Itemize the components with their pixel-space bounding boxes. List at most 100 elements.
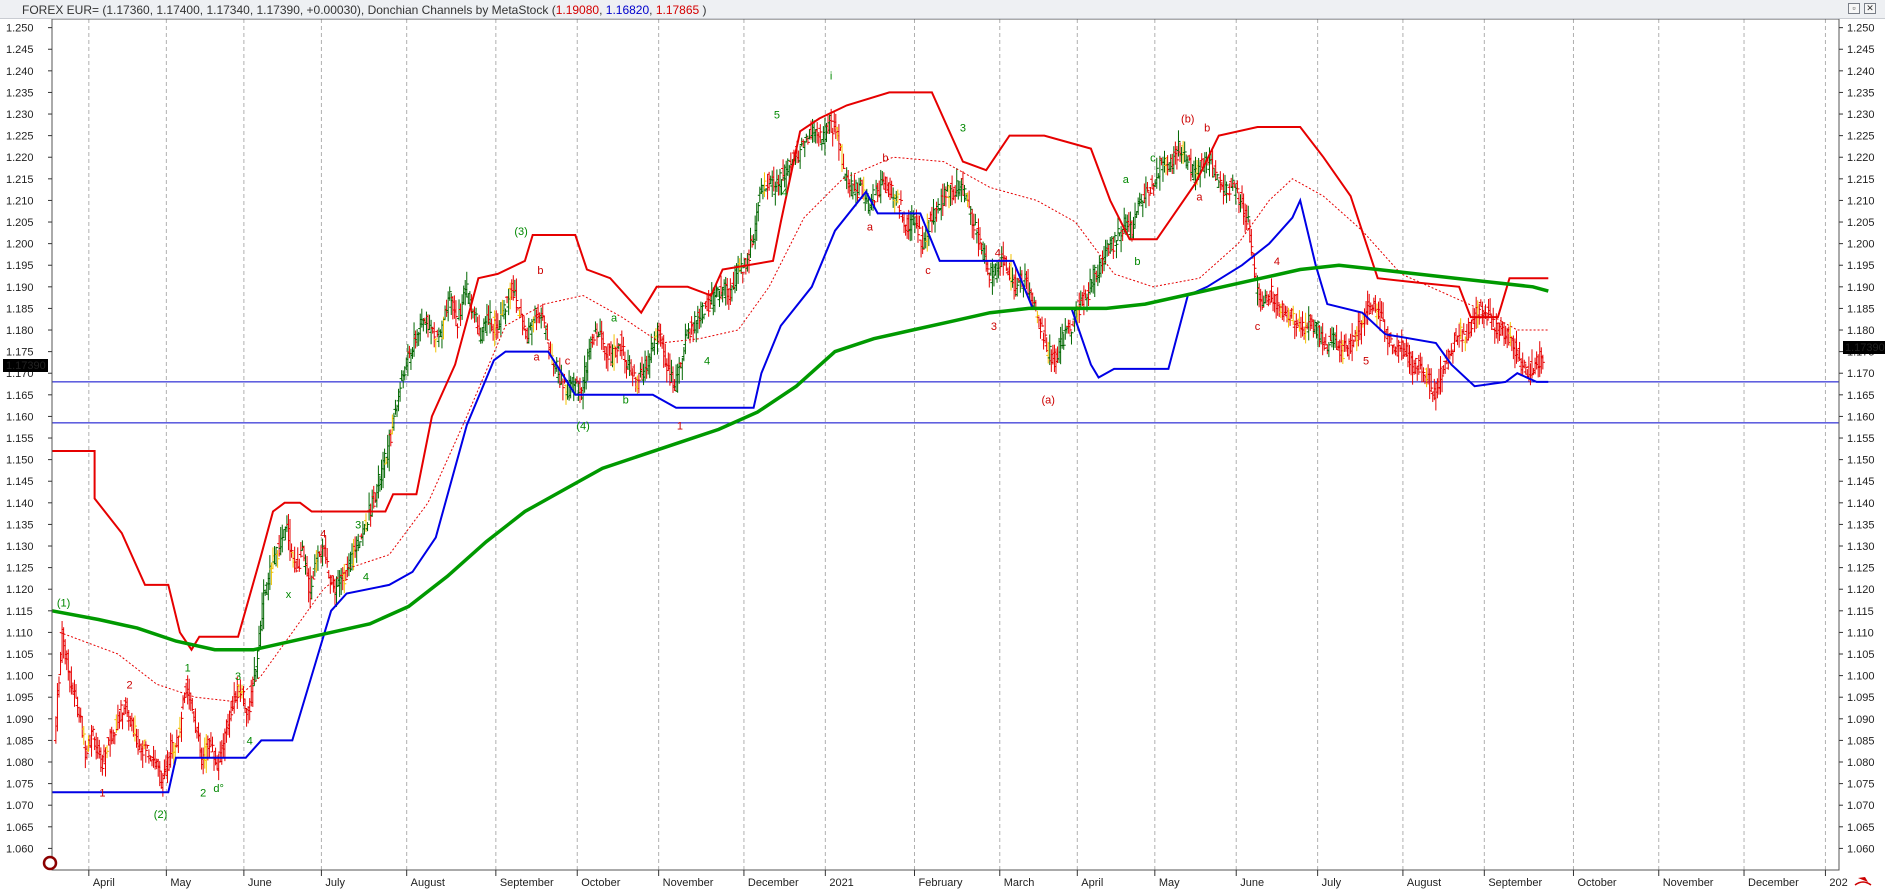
y-tick-label: 1.205 bbox=[6, 217, 34, 229]
y-tick-label: 1.155 bbox=[1847, 433, 1875, 445]
grid-lines bbox=[88, 19, 1826, 870]
y-tick-label: 1.145 bbox=[1847, 476, 1875, 488]
wave-label: b bbox=[537, 265, 543, 277]
y-tick-label: 1.105 bbox=[1847, 649, 1875, 661]
x-tick-label: 202 bbox=[1829, 877, 1847, 889]
y-tick-label: 1.185 bbox=[6, 303, 34, 315]
price-badge-right-text: 1.17390 bbox=[1845, 342, 1885, 354]
wave-label: 4 bbox=[995, 248, 1001, 260]
y-tick-label: 1.060 bbox=[1847, 843, 1875, 855]
y-tick-label: 1.210 bbox=[1847, 195, 1875, 207]
y-tick-label: 1.135 bbox=[1847, 519, 1875, 531]
y-tick-label: 1.220 bbox=[6, 152, 34, 164]
y-tick-label: 1.085 bbox=[6, 735, 34, 747]
y-tick-label: 1.075 bbox=[1847, 779, 1875, 791]
wave-label: b bbox=[1134, 256, 1140, 268]
x-tick-label: March bbox=[1004, 877, 1035, 889]
y-tick-label: 1.250 bbox=[6, 23, 34, 35]
y-tick-label: 1.130 bbox=[6, 541, 34, 553]
y-tick-label: 1.080 bbox=[6, 757, 34, 769]
wave-label: c bbox=[565, 356, 571, 368]
donchian-lower-line bbox=[52, 189, 1549, 794]
alert-icon[interactable] bbox=[42, 855, 58, 871]
y-axis-left: 1.060 1.065 1.070 1.075 1.080 1.085 1.090 1.095… bbox=[6, 23, 52, 855]
y-tick-label: 1.240 bbox=[6, 66, 34, 78]
x-tick-label: July bbox=[325, 877, 345, 889]
wave-label: 2 bbox=[200, 788, 206, 800]
y-tick-label: 1.175 bbox=[6, 347, 34, 359]
y-tick-label: 1.180 bbox=[6, 325, 34, 337]
x-tick-label: August bbox=[1407, 877, 1441, 889]
wave-label: a bbox=[533, 351, 540, 363]
y-tick-label: 1.100 bbox=[6, 671, 34, 683]
y-tick-label: 1.215 bbox=[1847, 174, 1875, 186]
y-tick-label: 1.155 bbox=[6, 433, 34, 445]
dc-lower-value: 1.16820 bbox=[605, 3, 650, 17]
wave-label: i bbox=[830, 70, 832, 82]
wave-label: c bbox=[925, 265, 931, 277]
y-tick-label: 1.235 bbox=[1847, 87, 1875, 99]
donchian-mid-line bbox=[59, 156, 1549, 703]
y-tick-label: 1.150 bbox=[1847, 455, 1875, 467]
wave-label: (1) bbox=[57, 597, 70, 609]
y-tick-label: 1.080 bbox=[1847, 757, 1875, 769]
indicator-lines bbox=[51, 91, 1549, 794]
y-tick-label: 1.170 bbox=[1847, 368, 1875, 380]
wave-label: (4) bbox=[576, 420, 589, 432]
y-tick-label: 1.185 bbox=[1847, 303, 1875, 315]
wave-label: 1 bbox=[99, 788, 105, 800]
y-tick-label: 1.230 bbox=[1847, 109, 1875, 121]
plot-frame bbox=[51, 19, 1840, 871]
y-tick-label: 1.215 bbox=[6, 174, 34, 186]
y-tick-label: 1.090 bbox=[1847, 714, 1875, 726]
y-tick-label: 1.240 bbox=[1847, 66, 1875, 78]
x-tick-label: June bbox=[1240, 877, 1264, 889]
x-tick-label: December bbox=[1748, 877, 1799, 889]
x-tick-label: October bbox=[1577, 877, 1616, 889]
y-tick-label: 1.070 bbox=[1847, 800, 1875, 812]
y-tick-label: 1.110 bbox=[1847, 627, 1874, 639]
y-tick-label: 1.250 bbox=[1847, 23, 1875, 35]
y-tick-label: 1.070 bbox=[6, 800, 34, 812]
y-tick-label: 1.125 bbox=[1847, 563, 1875, 575]
wave-label: b bbox=[1204, 122, 1210, 134]
wave-label: d° bbox=[213, 783, 224, 795]
y-tick-label: 1.115 bbox=[1847, 606, 1874, 618]
wave-labels: (1) 1 2 (2) 1 2 d° 3 4 x 4 3 4 (3) b a c (4) a b 1 4 5 4 i a b c 3 4 3… bbox=[57, 70, 1369, 821]
x-tick-label: May bbox=[1159, 877, 1180, 889]
window-titlebar: FOREX EUR= (1.17360, 1.17400, 1.17340, 1… bbox=[0, 0, 1885, 19]
y-tick-label: 1.110 bbox=[6, 627, 33, 639]
y-tick-label: 1.235 bbox=[6, 87, 34, 99]
y-tick-label: 1.095 bbox=[1847, 692, 1875, 704]
y-tick-label: 1.200 bbox=[1847, 239, 1875, 251]
scroll-arrow-icon[interactable] bbox=[1854, 877, 1872, 886]
wave-label: 3 bbox=[991, 321, 997, 333]
close-window-icon[interactable]: ✕ bbox=[1864, 3, 1876, 14]
x-tick-label: September bbox=[1488, 877, 1542, 889]
y-tick-label: 1.165 bbox=[6, 390, 34, 402]
y-tick-label: 1.225 bbox=[1847, 131, 1875, 143]
y-tick-label: 1.150 bbox=[6, 455, 34, 467]
y-tick-label: 1.120 bbox=[6, 584, 34, 596]
restore-window-icon[interactable]: ▫ bbox=[1848, 3, 1860, 14]
chart-title: FOREX EUR= (1.17360, 1.17400, 1.17340, 1… bbox=[22, 3, 707, 17]
y-tick-label: 1.135 bbox=[6, 519, 34, 531]
wave-label: c bbox=[1255, 321, 1261, 333]
y-tick-label: 1.075 bbox=[6, 779, 34, 791]
ohlc-readout: (1.17360, 1.17400, 1.17340, 1.17390, +0.… bbox=[102, 3, 549, 17]
x-tick-label: April bbox=[93, 877, 115, 889]
y-tick-label: 1.115 bbox=[6, 606, 33, 618]
price-badge-left: 1.17390 bbox=[3, 359, 48, 372]
wave-label: 1 bbox=[677, 420, 683, 432]
wave-label: a bbox=[1196, 191, 1203, 203]
y-tick-label: 1.095 bbox=[6, 692, 34, 704]
wave-label: c bbox=[1150, 153, 1156, 165]
y-tick-label: 1.100 bbox=[1847, 671, 1875, 683]
moving-average-line bbox=[51, 263, 1549, 652]
wave-label: 4 bbox=[1274, 256, 1280, 268]
y-tick-label: 1.090 bbox=[6, 714, 34, 726]
wave-label: 3 bbox=[960, 122, 966, 134]
y-tick-label: 1.085 bbox=[1847, 735, 1875, 747]
x-tick-label: April bbox=[1081, 877, 1103, 889]
wave-label: x bbox=[286, 589, 292, 601]
